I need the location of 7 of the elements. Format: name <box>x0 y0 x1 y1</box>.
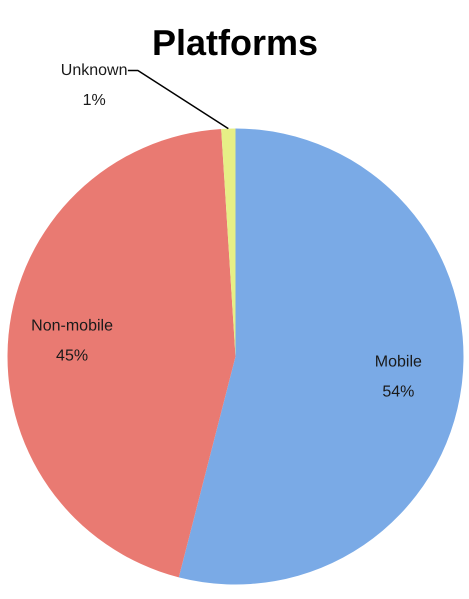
data-label: 45% <box>56 348 88 365</box>
slice-label: Unknown <box>60 62 128 79</box>
data-label: 54% <box>382 384 414 401</box>
slice-label: Mobile <box>374 354 422 371</box>
chart-title: Platforms <box>152 22 318 63</box>
data-label: 1% <box>82 92 106 109</box>
slice-label: Non-mobile <box>31 318 114 335</box>
